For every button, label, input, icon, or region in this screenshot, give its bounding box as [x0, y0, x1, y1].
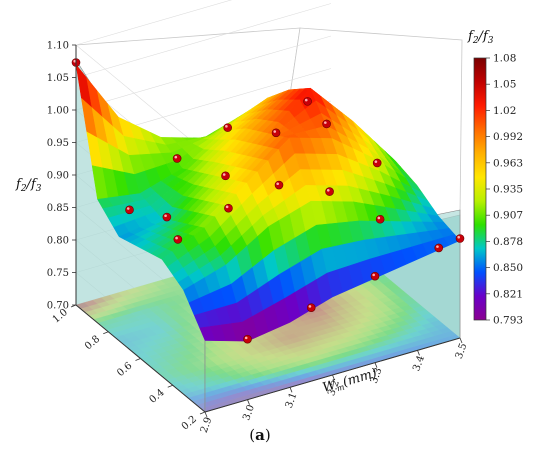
wall-grid-line [75, 35, 332, 111]
design-point-highlight [276, 182, 280, 186]
colorbar-tick-label: 1.08 [493, 53, 516, 65]
design-point-highlight [308, 305, 312, 308]
design-point [370, 271, 380, 281]
design-point [271, 128, 281, 138]
colorbar-tick-label: 0.963 [493, 157, 523, 169]
design-point-highlight [222, 173, 226, 176]
design-point-highlight [273, 130, 277, 133]
design-point [224, 203, 233, 213]
y-tick-mark [199, 411, 206, 415]
y-tick-mark [70, 304, 77, 308]
design-point [372, 158, 382, 168]
y-tick-mark [103, 331, 109, 335]
figure-caption: (a) [249, 426, 270, 444]
x-tick-label: 3.4 [411, 354, 427, 373]
colorbar-tick-label: 1.05 [493, 79, 516, 91]
design-point-highlight [326, 188, 330, 192]
design-point [172, 154, 182, 163]
design-point [434, 243, 444, 253]
wall-grid-line [75, 0, 233, 46]
z-tick-label: 1.05 [47, 73, 69, 84]
y-tick-label: 0.6 [115, 360, 134, 379]
design-point [375, 214, 385, 224]
z-tick-label: 0.85 [47, 203, 69, 214]
y-tick-mark [167, 384, 173, 388]
wall-grid-line [75, 3, 332, 78]
design-point [306, 303, 316, 312]
colorbar-tick-label: 0.907 [493, 210, 523, 222]
y-tick-mark [135, 358, 141, 361]
colorbar-tick-label: 1.02 [493, 105, 516, 117]
colorbar-tick-label: 0.935 [493, 184, 523, 196]
colorbar-tick-label: 0.821 [493, 288, 523, 300]
x-tick-mark [332, 374, 335, 381]
design-point-highlight [225, 125, 228, 128]
z-tick-label: 0.75 [47, 268, 69, 279]
design-point [325, 187, 334, 196]
colorbar-tick-label: 0.878 [493, 236, 523, 248]
z-tick-label: 1.10 [47, 41, 69, 52]
response-surface [75, 63, 461, 342]
z-tick-label: 0.70 [47, 301, 69, 312]
x-tick-mark [459, 337, 463, 344]
y-tick-label: 0.2 [180, 414, 199, 433]
design-point-highlight [164, 214, 167, 218]
x-tick-label: 3.2 [326, 379, 342, 398]
z-tick-label: 0.90 [47, 171, 69, 182]
x-tick-label: 3.5 [454, 342, 470, 361]
design-point [125, 205, 134, 215]
design-point [162, 212, 172, 222]
x-tick-mark [247, 399, 250, 405]
colorbar-tick-label: 0.850 [493, 262, 523, 274]
design-point [221, 171, 230, 181]
wall-grid-line [75, 44, 206, 153]
design-point [173, 235, 183, 244]
design-point-highlight [73, 59, 76, 63]
x-tick-mark [204, 411, 208, 418]
design-point [223, 123, 232, 132]
y-tick-label: 0.4 [147, 387, 166, 406]
x-axis-ticks: 2.9 3.0 3.1 3.2 3.3 3.4 3.5 [199, 337, 470, 435]
colorbar-tick-label: 0.992 [493, 131, 523, 143]
colorbar [473, 57, 487, 321]
z-axis-title: f2/f3 [15, 177, 42, 194]
x-tick-label: 2.9 [199, 416, 215, 435]
x-tick-label: 3.0 [241, 403, 257, 422]
x-tick-label: 3.3 [369, 366, 385, 385]
design-point-highlight [324, 121, 327, 124]
design-point-highlight [372, 273, 376, 277]
colorbar-title: f2/f3 [467, 29, 494, 46]
design-point-highlight [436, 245, 439, 248]
design-point [303, 97, 312, 106]
design-point [455, 234, 465, 243]
z-tick-label: 0.80 [47, 236, 69, 247]
design-point-highlight [126, 207, 130, 210]
z-axis-ticks: 0.70 0.75 0.80 0.85 0.90 0.95 1.00 1.05 1.10 [47, 41, 76, 312]
design-point [243, 334, 252, 344]
z-tick-label: 1.00 [47, 106, 69, 117]
x-tick-mark [374, 362, 378, 368]
design-point-highlight [174, 155, 178, 159]
design-point-highlight [304, 98, 308, 102]
design-point-highlight [374, 160, 378, 163]
x-tick-mark [289, 387, 293, 393]
x-tick-mark [417, 350, 420, 356]
z-tick-label: 0.95 [47, 138, 69, 149]
x-tick-label: 3.1 [284, 391, 300, 410]
design-point-highlight [225, 205, 229, 209]
design-point-highlight [175, 236, 178, 240]
colorbar-tick-label: 0.793 [493, 315, 523, 327]
design-point-highlight [377, 216, 381, 220]
design-point-highlight [244, 336, 248, 340]
design-point [322, 119, 331, 129]
design-point [274, 180, 284, 190]
colorbar-ticks: 1.08 1.05 1.02 0.992 0.963 0.935 0.907 0.878 0.8… [486, 53, 523, 327]
design-point-highlight [457, 235, 461, 239]
y-tick-label: 0.8 [83, 334, 102, 353]
